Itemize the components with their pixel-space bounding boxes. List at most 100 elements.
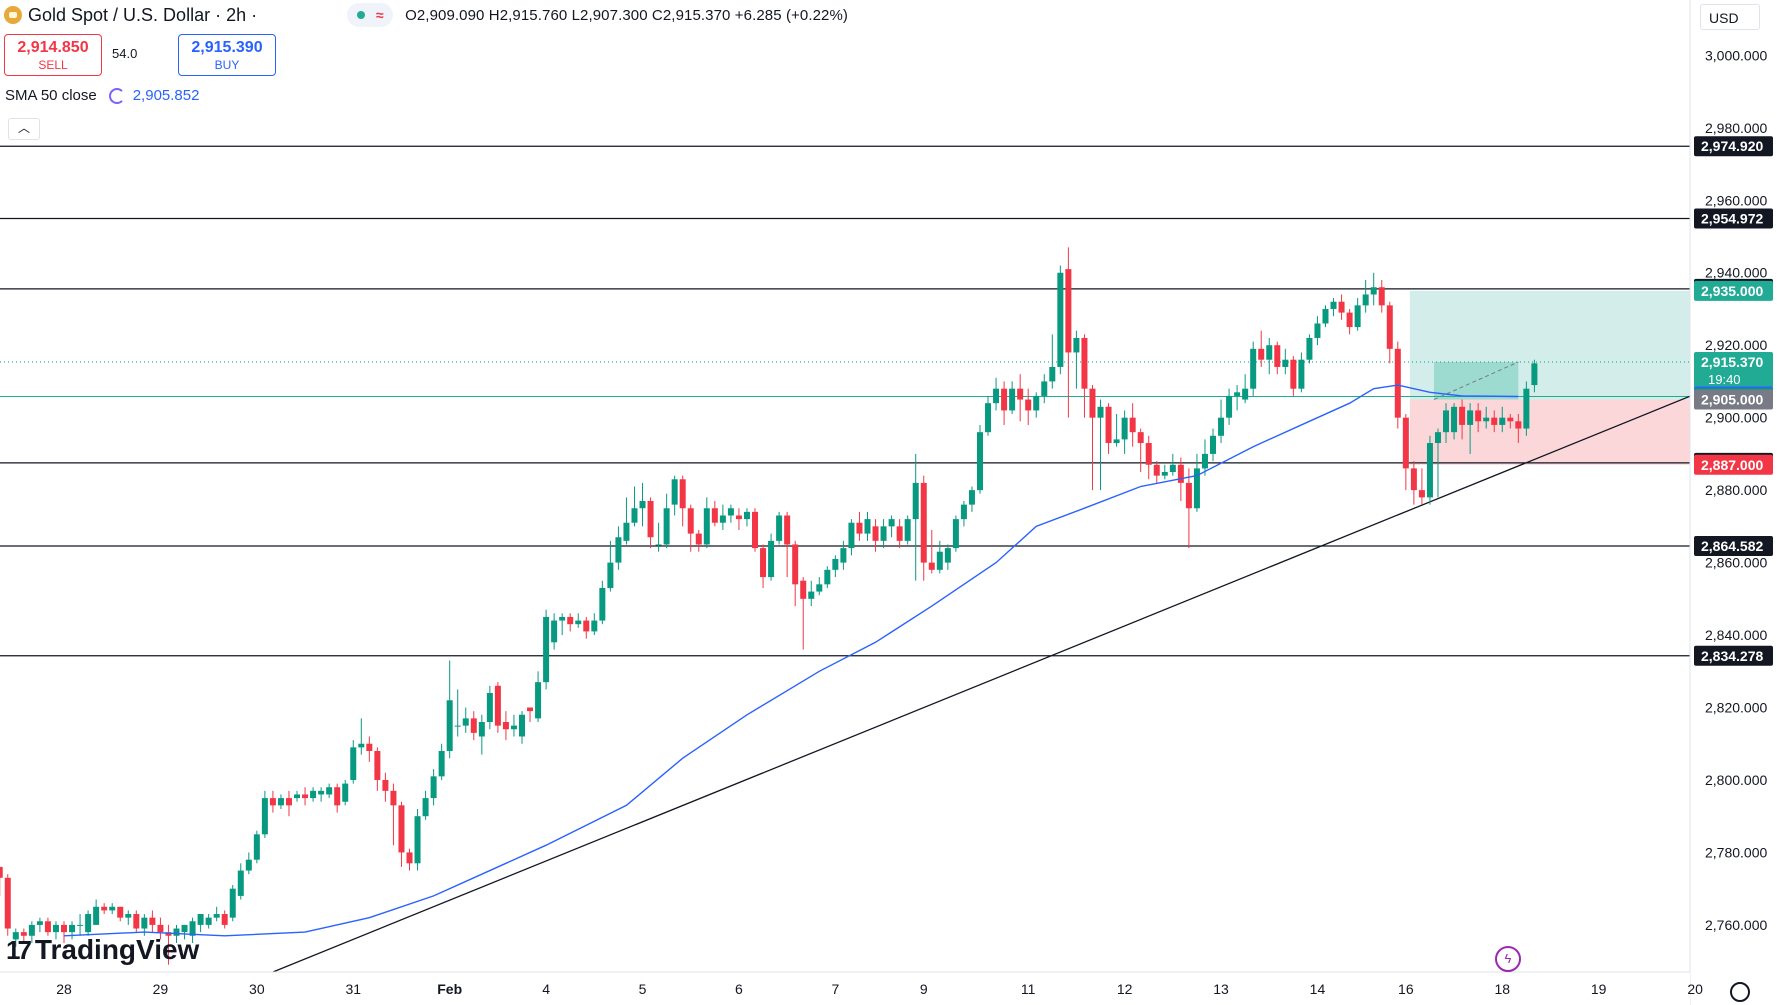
- candle: [993, 377, 1000, 411]
- tag-background: [1694, 389, 1773, 410]
- candle-body: [752, 511, 759, 549]
- candle: [1434, 428, 1441, 498]
- candle-body: [326, 787, 333, 795]
- candle: [1009, 381, 1016, 415]
- candle-body: [1169, 464, 1176, 473]
- candle-body: [1386, 305, 1393, 349]
- sell-button[interactable]: 2,914.850 SELL: [4, 34, 102, 76]
- candle-body: [1081, 337, 1088, 389]
- tag-label: 2,864.582: [1701, 538, 1763, 554]
- candle: [1338, 294, 1345, 320]
- candle-body: [181, 924, 188, 933]
- candle-body: [1282, 359, 1289, 367]
- candle-body: [639, 501, 646, 509]
- candle-body: [1129, 417, 1136, 433]
- candle-body: [1017, 388, 1024, 400]
- tv-mark-icon: 17: [6, 934, 32, 965]
- candle-body: [719, 515, 726, 523]
- time-axis-background: [0, 972, 1690, 1005]
- candle: [366, 736, 373, 762]
- candle-body: [1274, 345, 1281, 367]
- candle: [1322, 305, 1329, 328]
- currency-selector[interactable]: USD: [1700, 4, 1760, 30]
- candle-body: [1161, 472, 1168, 476]
- target-zone: [1409, 290, 1704, 400]
- candle-body: [727, 508, 734, 516]
- candle: [446, 660, 453, 759]
- candle-body: [985, 403, 992, 433]
- candle-body: [760, 548, 767, 578]
- tag-label: 2,915.370: [1701, 354, 1763, 370]
- symbol-title[interactable]: Gold Spot / U.S. Dollar · 2h ·: [28, 4, 258, 25]
- market-status[interactable]: ≈: [347, 3, 394, 27]
- candle-body: [1105, 406, 1112, 444]
- candle: [1274, 341, 1281, 375]
- candle-body: [294, 794, 301, 799]
- y-tick-label: 2,820.000: [1705, 700, 1767, 716]
- candle: [1378, 279, 1385, 313]
- price-tag: 2,915.370 19:40: [1694, 351, 1773, 388]
- candle-body: [896, 526, 903, 541]
- candle-body: [1097, 406, 1104, 418]
- lightning-icon[interactable]: ϟ: [1495, 946, 1521, 972]
- candle-body: [1394, 348, 1401, 418]
- candle: [960, 501, 967, 527]
- candle: [888, 515, 895, 538]
- candle-body: [414, 816, 421, 864]
- candle: [229, 885, 236, 922]
- buy-button[interactable]: 2,915.390 BUY: [178, 34, 276, 76]
- x-tick-label: 6: [735, 981, 743, 997]
- y-tick-label: 2,920.000: [1705, 337, 1767, 353]
- candle-body: [615, 537, 622, 563]
- candle-body: [1258, 348, 1265, 360]
- level-tag: 2,954.972: [1694, 208, 1773, 229]
- candle: [486, 685, 493, 730]
- candle-body: [1113, 439, 1120, 444]
- settings-icon[interactable]: [1730, 982, 1750, 1002]
- candle: [880, 519, 887, 549]
- candle-body: [1049, 366, 1056, 382]
- candle: [928, 529, 935, 574]
- candle: [816, 577, 823, 596]
- candle-body: [1322, 308, 1329, 324]
- x-tick-label: 9: [920, 981, 928, 997]
- candle-body: [1121, 417, 1128, 440]
- candle-body: [69, 924, 76, 933]
- indicator-legend[interactable]: SMA 50 close 2,905.852: [5, 87, 199, 104]
- candle-body: [567, 616, 574, 625]
- candle: [342, 779, 349, 806]
- candle-body: [993, 388, 1000, 404]
- candle: [1033, 392, 1040, 418]
- tag-label: 2,887.000: [1701, 457, 1763, 473]
- candle-body: [888, 519, 895, 527]
- candle-body: [1145, 443, 1152, 465]
- candle-body: [261, 798, 268, 835]
- candle-body: [551, 620, 558, 643]
- candle-body: [655, 544, 662, 546]
- candle: [77, 914, 84, 936]
- candle: [125, 910, 132, 925]
- candle-body: [960, 504, 967, 520]
- candle: [1001, 381, 1008, 425]
- candle-body: [848, 522, 855, 549]
- candle: [294, 790, 301, 802]
- x-tick-label: Feb: [437, 981, 462, 997]
- buy-price: 2,915.390: [191, 39, 263, 56]
- candle: [551, 613, 558, 650]
- candle: [318, 787, 325, 802]
- candle: [985, 395, 992, 436]
- candle-body: [141, 917, 148, 929]
- candle: [776, 511, 783, 545]
- y-tick-label: 2,900.000: [1705, 410, 1767, 426]
- candle-body: [382, 779, 389, 791]
- candle: [711, 501, 718, 527]
- candle-body: [800, 580, 807, 599]
- collapse-legend-button[interactable]: ︿: [8, 118, 40, 140]
- candle: [591, 613, 598, 636]
- candle-body: [358, 743, 365, 748]
- tag-background: [1694, 136, 1773, 157]
- candle-body: [1266, 345, 1273, 360]
- candle: [1475, 403, 1482, 433]
- candle: [784, 511, 791, 578]
